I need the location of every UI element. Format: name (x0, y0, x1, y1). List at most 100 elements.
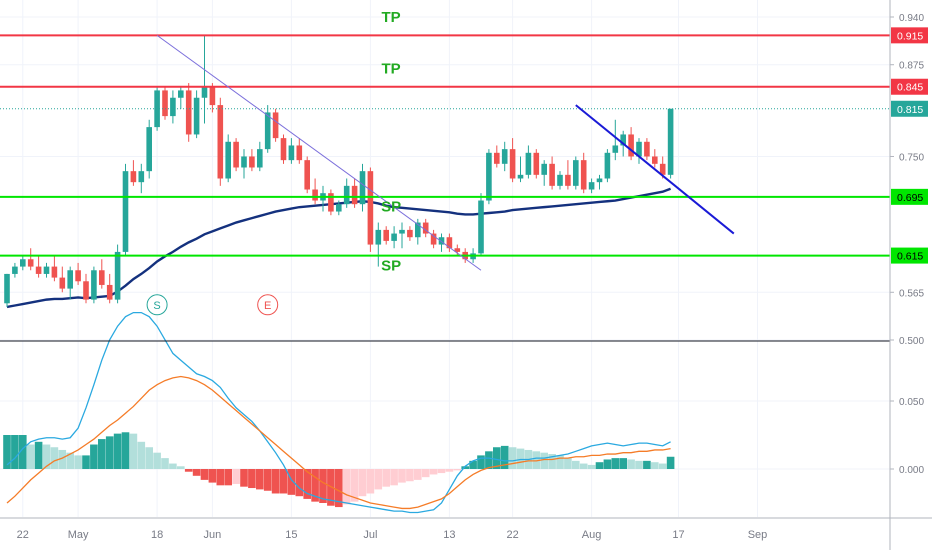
candle[interactable] (533, 149, 540, 179)
macd-histogram-bar (651, 462, 659, 469)
candle[interactable] (541, 160, 547, 186)
candle[interactable] (59, 266, 66, 293)
candle[interactable] (407, 226, 413, 241)
candle[interactable] (383, 226, 389, 245)
candle-body (257, 149, 263, 168)
macd-histogram-bar (532, 451, 541, 469)
candle-body (478, 200, 484, 254)
price-axis[interactable]: 0.940 0.875 0.750 0.565 0.500 0.915 0.845 0.695… (890, 13, 928, 347)
candle[interactable] (612, 119, 619, 161)
candle[interactable] (494, 145, 500, 168)
macd-histogram-bar (390, 469, 398, 486)
candle[interactable] (154, 86, 160, 131)
candle[interactable] (122, 163, 129, 256)
candle[interactable] (264, 105, 271, 153)
candle[interactable] (367, 167, 374, 252)
candle[interactable] (644, 138, 650, 161)
candle[interactable] (343, 178, 350, 208)
candle[interactable] (146, 119, 152, 179)
candle[interactable] (636, 138, 642, 164)
candle[interactable] (288, 138, 295, 164)
candle[interactable] (604, 149, 611, 183)
candle[interactable] (280, 134, 287, 164)
candle[interactable] (162, 86, 168, 120)
candle[interactable] (596, 174, 603, 190)
candle[interactable] (336, 200, 342, 216)
candle[interactable] (209, 83, 216, 113)
candle[interactable] (12, 262, 18, 278)
time-axis[interactable]: 22 May 18 Jun 15 Jul 13 22 Aug 17 Sep (17, 529, 768, 541)
candle[interactable] (652, 149, 658, 168)
candle[interactable] (557, 171, 563, 190)
trendline[interactable] (575, 104, 735, 235)
candle[interactable] (272, 108, 279, 142)
candle[interactable] (35, 255, 42, 278)
candle[interactable] (43, 262, 50, 278)
candle[interactable] (328, 189, 334, 216)
macd-histogram-bar (603, 459, 612, 469)
candle[interactable] (106, 273, 113, 304)
candle[interactable] (430, 229, 437, 249)
candle[interactable] (233, 138, 239, 172)
candle[interactable] (257, 141, 263, 172)
candle-body (27, 259, 34, 267)
candle[interactable] (391, 226, 397, 249)
candle[interactable] (75, 262, 81, 285)
candle[interactable] (27, 248, 34, 271)
candle[interactable] (628, 127, 634, 161)
candle[interactable] (20, 255, 26, 271)
candle[interactable] (565, 160, 571, 190)
candle[interactable] (304, 156, 310, 194)
candle[interactable] (415, 218, 421, 245)
candle[interactable] (114, 244, 121, 304)
price-pane[interactable]: TP TP SP SP S E (0, 9, 890, 316)
candle[interactable] (422, 218, 429, 238)
candle[interactable] (438, 233, 445, 252)
macd-histogram-bar (11, 435, 19, 469)
candle[interactable] (312, 178, 318, 205)
macd-pane[interactable] (3, 311, 675, 514)
candle[interactable] (185, 83, 192, 142)
candle[interactable] (138, 163, 145, 194)
candle[interactable] (478, 193, 484, 256)
candle[interactable] (517, 156, 524, 183)
time-tick-label: Sep (748, 529, 768, 541)
candle[interactable] (486, 149, 492, 205)
candle[interactable] (296, 138, 303, 164)
candle[interactable] (446, 233, 453, 252)
candle[interactable] (549, 156, 555, 190)
candle[interactable] (225, 134, 231, 183)
macd-histogram-bar (240, 469, 248, 487)
candle[interactable] (130, 160, 137, 186)
candle[interactable] (67, 266, 73, 300)
candle[interactable] (580, 152, 587, 194)
candle[interactable] (359, 163, 366, 212)
candle[interactable] (83, 273, 89, 304)
candle[interactable] (573, 156, 579, 190)
candle[interactable] (667, 108, 674, 179)
macd-histogram-bar (153, 452, 161, 469)
candle[interactable] (91, 266, 97, 304)
candle[interactable] (99, 259, 105, 289)
candle[interactable] (399, 222, 405, 249)
candle[interactable] (588, 178, 595, 194)
candle[interactable] (4, 273, 10, 307)
candle[interactable] (501, 141, 508, 172)
candle[interactable] (178, 86, 184, 109)
candle[interactable] (217, 97, 224, 186)
candle[interactable] (170, 90, 176, 124)
event-marker[interactable]: E (257, 294, 279, 316)
candle[interactable] (51, 255, 58, 282)
macd-axis[interactable]: 0.050 0.000 (890, 397, 924, 476)
candle[interactable] (351, 178, 358, 208)
candle[interactable] (375, 222, 382, 267)
candle[interactable] (193, 90, 200, 139)
candle[interactable] (525, 145, 532, 179)
trendline[interactable] (156, 34, 482, 271)
candle[interactable] (454, 244, 461, 256)
candle[interactable] (249, 149, 255, 172)
event-marker[interactable]: S (146, 294, 168, 316)
candle[interactable] (509, 138, 516, 183)
candle[interactable] (241, 149, 247, 179)
